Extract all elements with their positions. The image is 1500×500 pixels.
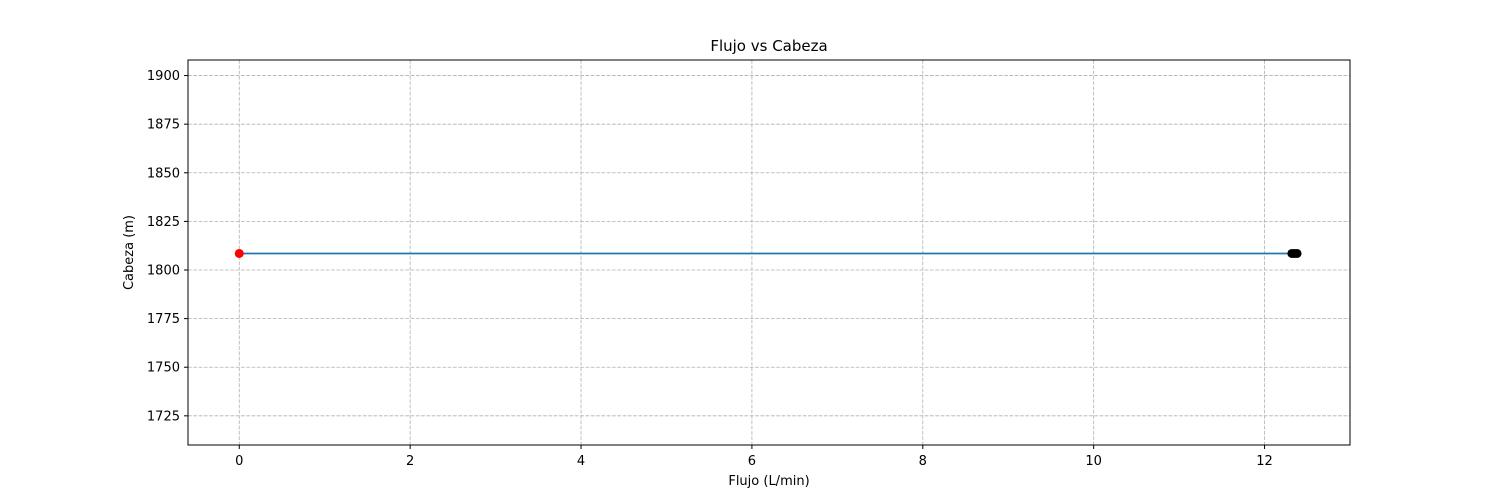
grid bbox=[188, 60, 1350, 445]
chart-title: Flujo vs Cabeza bbox=[710, 37, 827, 55]
x-tick-label: 0 bbox=[235, 454, 243, 469]
x-tick-label: 10 bbox=[1085, 454, 1102, 469]
y-tick-label: 1750 bbox=[147, 361, 180, 376]
y-axis: 1725 1750 1775 1800 1825 1850 1875 1900 bbox=[147, 69, 188, 424]
y-tick-label: 1800 bbox=[147, 264, 180, 279]
x-tick-label: 6 bbox=[748, 454, 756, 469]
data-point bbox=[1292, 248, 1302, 258]
x-tick-label: 4 bbox=[577, 454, 585, 469]
y-axis-label: Cabeza (m) bbox=[122, 215, 137, 290]
y-tick-label: 1825 bbox=[147, 215, 180, 230]
x-axis: 0 2 4 6 8 10 12 bbox=[235, 445, 1273, 469]
y-tick-label: 1725 bbox=[147, 409, 180, 424]
x-tick-label: 12 bbox=[1256, 454, 1273, 469]
x-tick-label: 8 bbox=[919, 454, 927, 469]
y-tick-label: 1850 bbox=[147, 166, 180, 181]
x-axis-label: Flujo (L/min) bbox=[728, 474, 809, 489]
y-tick-label: 1775 bbox=[147, 312, 180, 327]
x-tick-label: 2 bbox=[406, 454, 414, 469]
y-tick-label: 1900 bbox=[147, 69, 180, 84]
y-tick-label: 1875 bbox=[147, 118, 180, 133]
data-point bbox=[234, 248, 244, 258]
points-layer bbox=[234, 248, 1302, 258]
plot-frame bbox=[187, 59, 1351, 446]
